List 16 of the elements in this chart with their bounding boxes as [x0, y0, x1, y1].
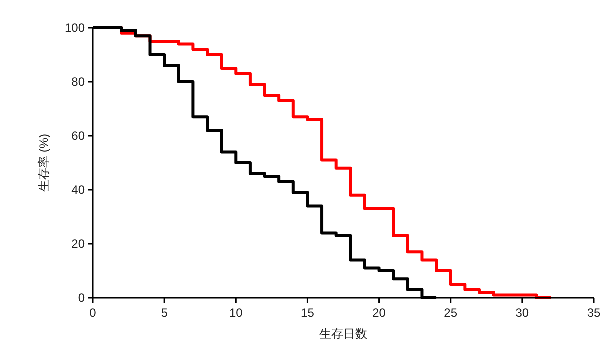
x-tick-label: 5 [161, 306, 168, 320]
y-tick-label: 0 [78, 291, 86, 305]
y-tick-label: 20 [72, 237, 86, 251]
x-tick-label: 25 [444, 306, 458, 320]
x-tick-label: 15 [301, 306, 315, 320]
x-tick-label: 30 [516, 306, 530, 320]
x-tick-label: 10 [229, 306, 244, 320]
y-axis-title: 生存率 (%) [37, 134, 51, 192]
y-tick-label: 80 [72, 75, 86, 89]
x-axis-title: 生存日数 [320, 327, 368, 341]
y-tick-label: 40 [72, 183, 86, 197]
y-tick-label: 60 [72, 129, 86, 143]
x-tick-label: 35 [587, 306, 601, 320]
y-tick-label: 100 [64, 21, 86, 35]
x-tick-label: 20 [372, 306, 386, 320]
x-tick-label: 0 [90, 306, 97, 320]
